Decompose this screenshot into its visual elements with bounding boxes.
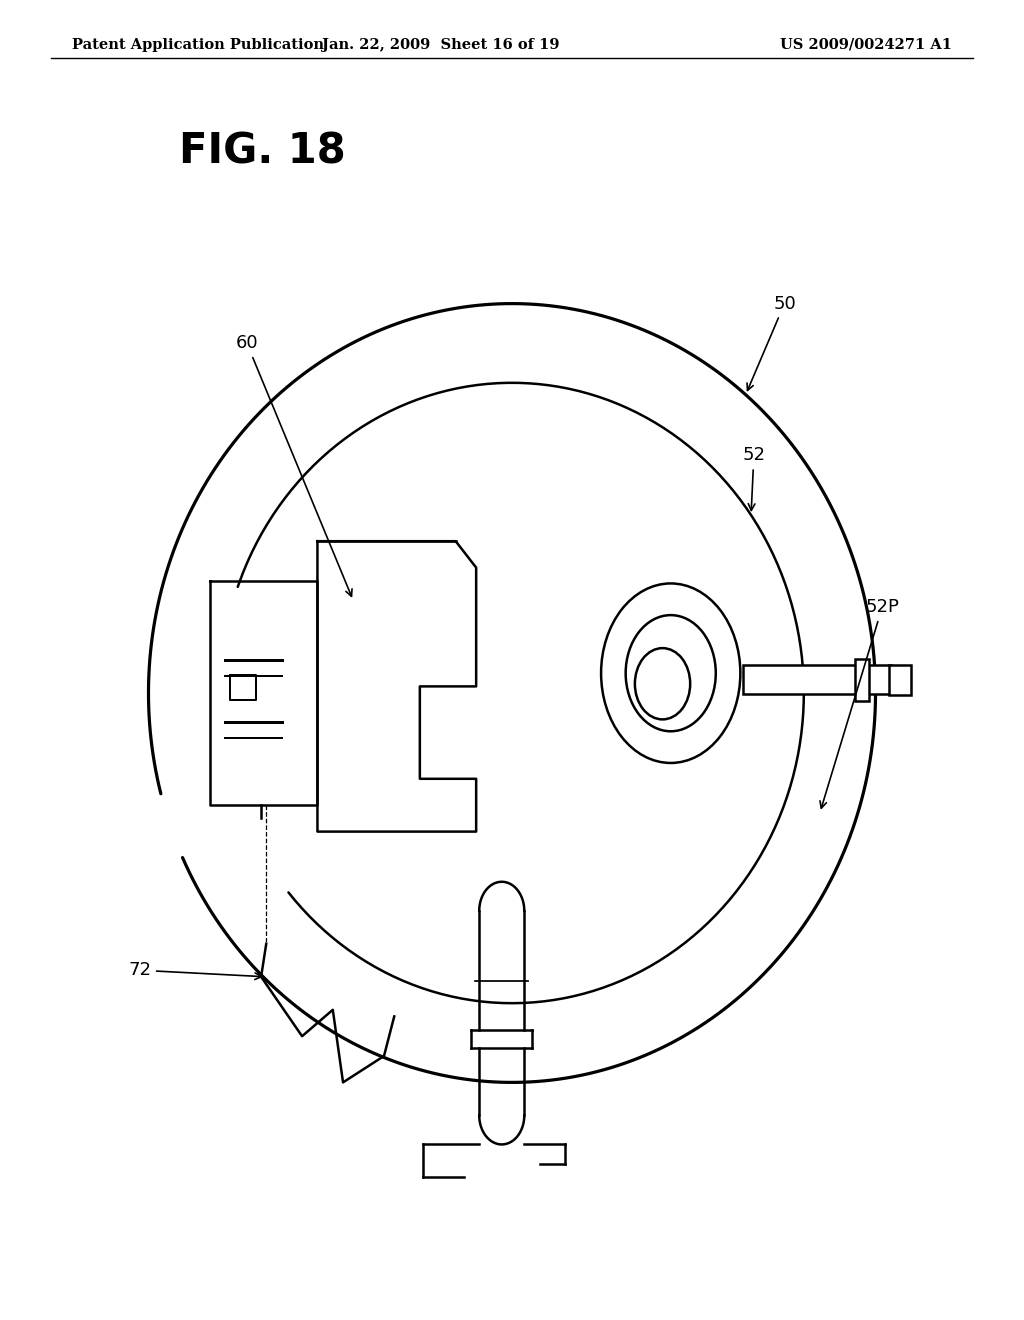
Bar <box>855 659 869 701</box>
Text: 52P: 52P <box>820 598 899 808</box>
Text: 60: 60 <box>236 334 352 597</box>
Text: FIG. 18: FIG. 18 <box>179 131 346 173</box>
Text: 72: 72 <box>128 961 261 979</box>
Bar <box>743 665 891 694</box>
Circle shape <box>626 615 716 731</box>
Circle shape <box>635 648 690 719</box>
Bar <box>889 665 911 694</box>
Text: Patent Application Publication: Patent Application Publication <box>72 38 324 51</box>
Text: 50: 50 <box>748 294 796 391</box>
Circle shape <box>601 583 740 763</box>
Text: 52: 52 <box>742 446 765 511</box>
Text: US 2009/0024271 A1: US 2009/0024271 A1 <box>780 38 952 51</box>
Text: Jan. 22, 2009  Sheet 16 of 19: Jan. 22, 2009 Sheet 16 of 19 <box>322 38 559 51</box>
